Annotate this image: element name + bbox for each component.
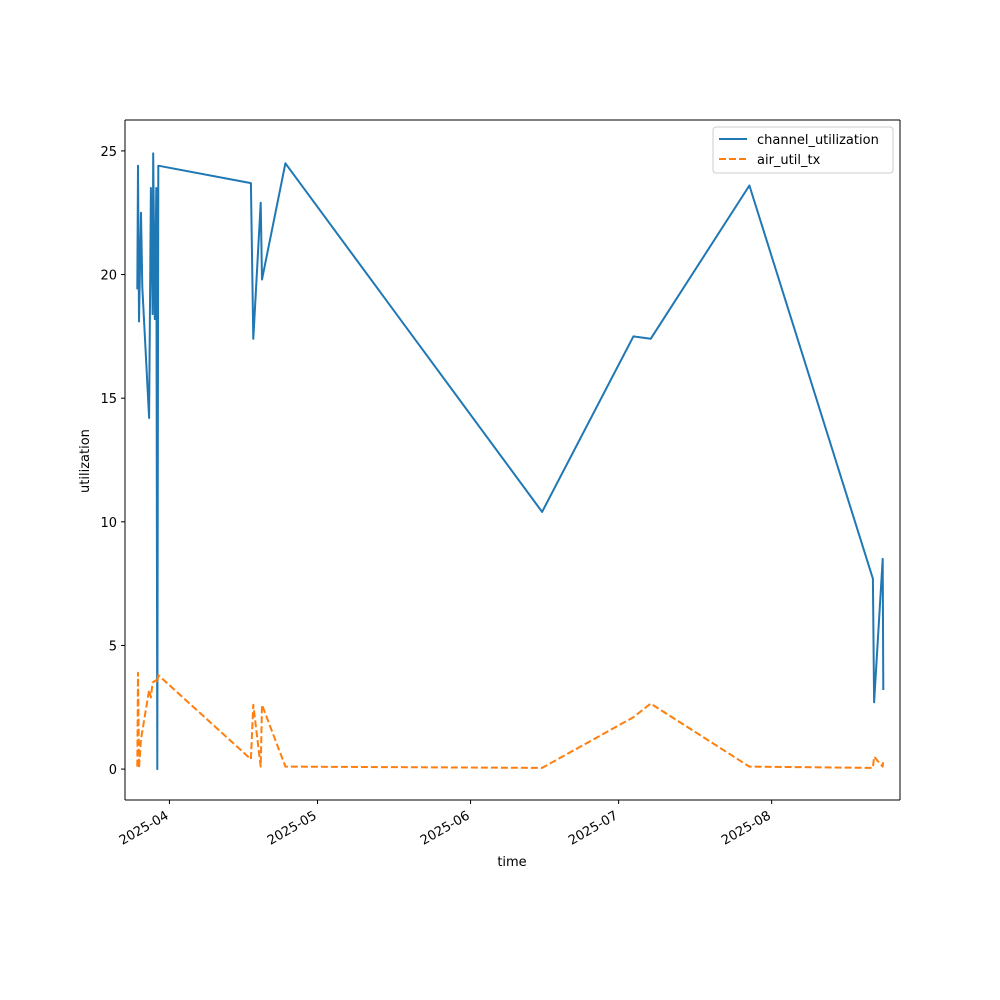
plot-area	[125, 120, 900, 800]
y-axis-ticks: 0 5 10 15 20 25	[100, 145, 125, 778]
y-tick-label: 0	[109, 763, 117, 778]
y-axis-label: utilization	[78, 429, 93, 493]
y-tick-label: 5	[109, 639, 117, 654]
series-line-channel-utilization	[136, 152, 885, 771]
y-tick-label: 15	[100, 392, 117, 407]
series-line-air-util-tx	[136, 671, 885, 769]
legend-label-air-util-tx: air_util_tx	[757, 153, 821, 168]
series-layer	[136, 152, 885, 771]
legend-label-channel-utilization: channel_utilization	[757, 133, 879, 148]
legend: channel_utilization air_util_tx	[712, 126, 894, 174]
axes-frame	[124, 119, 901, 801]
y-tick-label: 20	[100, 269, 117, 284]
y-tick-label: 10	[100, 516, 117, 531]
legend-box	[712, 126, 894, 174]
x-axis-label: time	[497, 855, 526, 870]
y-tick-label: 25	[100, 145, 117, 160]
